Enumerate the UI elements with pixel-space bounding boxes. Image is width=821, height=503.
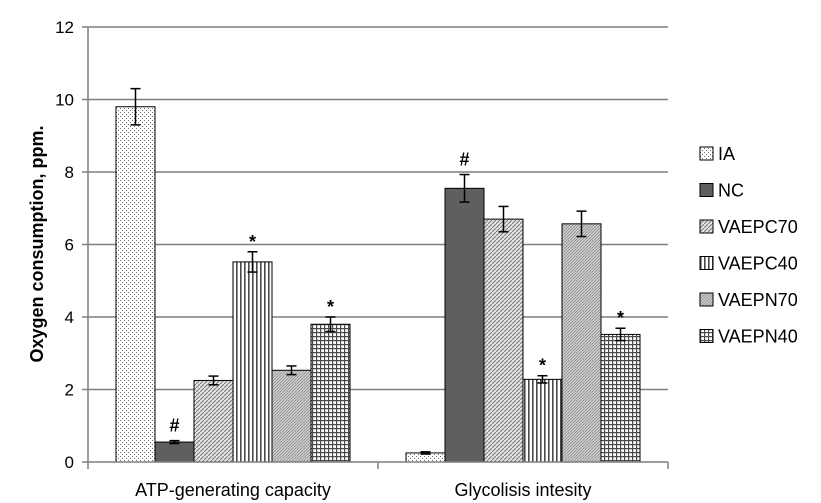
bar-vaepc70-1	[193, 379, 234, 463]
bar-vaepn70-2	[561, 223, 602, 463]
y-axis-label: Oxygen consumption, ppm.	[27, 125, 47, 362]
x-category-label: ATP-generating capacity	[135, 480, 331, 500]
bar-ia-1	[115, 106, 156, 463]
bars: # * * # * *	[115, 87, 641, 463]
legend: IA NC VAEPC70 VAEPC40 VAEPN70 VAEPN40	[699, 144, 798, 347]
legend-label: VAEPC40	[718, 254, 798, 274]
y-tick-label: 4	[65, 308, 74, 327]
significance-marker: #	[459, 150, 469, 170]
significance-marker: *	[327, 297, 334, 317]
bar-vaepn40-1	[310, 323, 351, 463]
legend-swatch	[699, 146, 714, 161]
bar-vaepc40-2	[522, 378, 563, 463]
y-tick-label: 10	[55, 91, 74, 110]
bar-vaepn40-2	[600, 333, 641, 463]
bar-nc-1	[154, 441, 195, 463]
significance-marker: *	[249, 232, 256, 252]
y-tick-label: 6	[65, 236, 74, 255]
y-tick-label: 12	[55, 18, 74, 37]
significance-marker: *	[617, 308, 624, 328]
legend-swatch	[699, 219, 714, 234]
legend-swatch	[699, 183, 714, 197]
y-tick-label: 0	[65, 453, 74, 472]
bar-nc-2	[444, 187, 485, 463]
y-tick-label: 8	[65, 163, 74, 182]
axes: 0 2 4 6 8 10 12 ATP-generating capacity Glycolis…	[55, 18, 669, 500]
x-category-label: Glycolisis intesity	[454, 480, 591, 500]
legend-label: IA	[718, 144, 735, 164]
legend-swatch	[699, 256, 714, 270]
bar-vaepn70-1	[271, 369, 312, 463]
legend-label: NC	[718, 181, 744, 201]
y-tick-label: 2	[65, 381, 74, 400]
legend-label: VAEPN70	[718, 290, 798, 310]
bar-vaepc70-2	[483, 218, 524, 463]
legend-label: VAEPN40	[718, 327, 798, 347]
significance-marker: *	[539, 356, 546, 376]
legend-swatch	[699, 329, 714, 343]
legend-swatch	[699, 292, 714, 307]
bar-vaepc40-1	[232, 261, 273, 463]
legend-label: VAEPC70	[718, 217, 798, 237]
significance-marker: #	[169, 416, 179, 436]
